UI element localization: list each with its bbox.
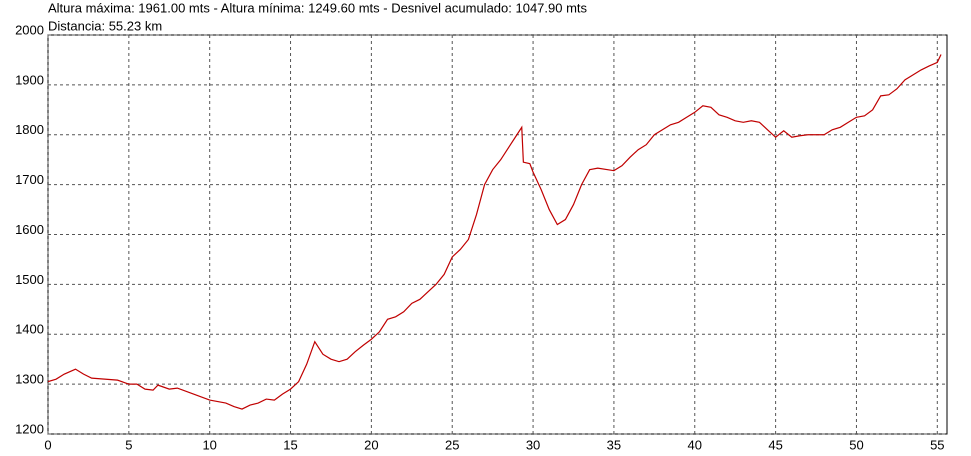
x-tick-label: 0 (44, 437, 51, 452)
y-tick-label: 1500 (15, 272, 44, 287)
chart-subtitle: Distancia: 55.23 km (48, 18, 162, 33)
y-tick-label: 1700 (15, 172, 44, 187)
x-tick-label: 50 (849, 437, 863, 452)
elevation-line (47, 54, 942, 410)
x-tick-label: 45 (768, 437, 782, 452)
x-tick-label: 15 (283, 437, 297, 452)
x-tick-label: 30 (526, 437, 540, 452)
y-tick-label: 1600 (15, 222, 44, 237)
x-tick-label: 55 (930, 437, 944, 452)
x-tick-label: 35 (607, 437, 621, 452)
chart-title: Altura máxima: 1961.00 mts - Altura míni… (48, 0, 588, 15)
y-tick-label: 1800 (15, 122, 44, 137)
y-tick-label: 1900 (15, 72, 44, 87)
x-tick-label: 5 (125, 437, 132, 452)
x-tick-label: 25 (445, 437, 459, 452)
y-tick-label: 1300 (15, 372, 44, 387)
x-tick-label: 10 (202, 437, 216, 452)
y-tick-label: 1200 (15, 421, 44, 436)
x-tick-label: 20 (364, 437, 378, 452)
y-tick-label: 1400 (15, 322, 44, 337)
x-tick-label: 40 (688, 437, 702, 452)
y-tick-label: 2000 (15, 22, 44, 37)
